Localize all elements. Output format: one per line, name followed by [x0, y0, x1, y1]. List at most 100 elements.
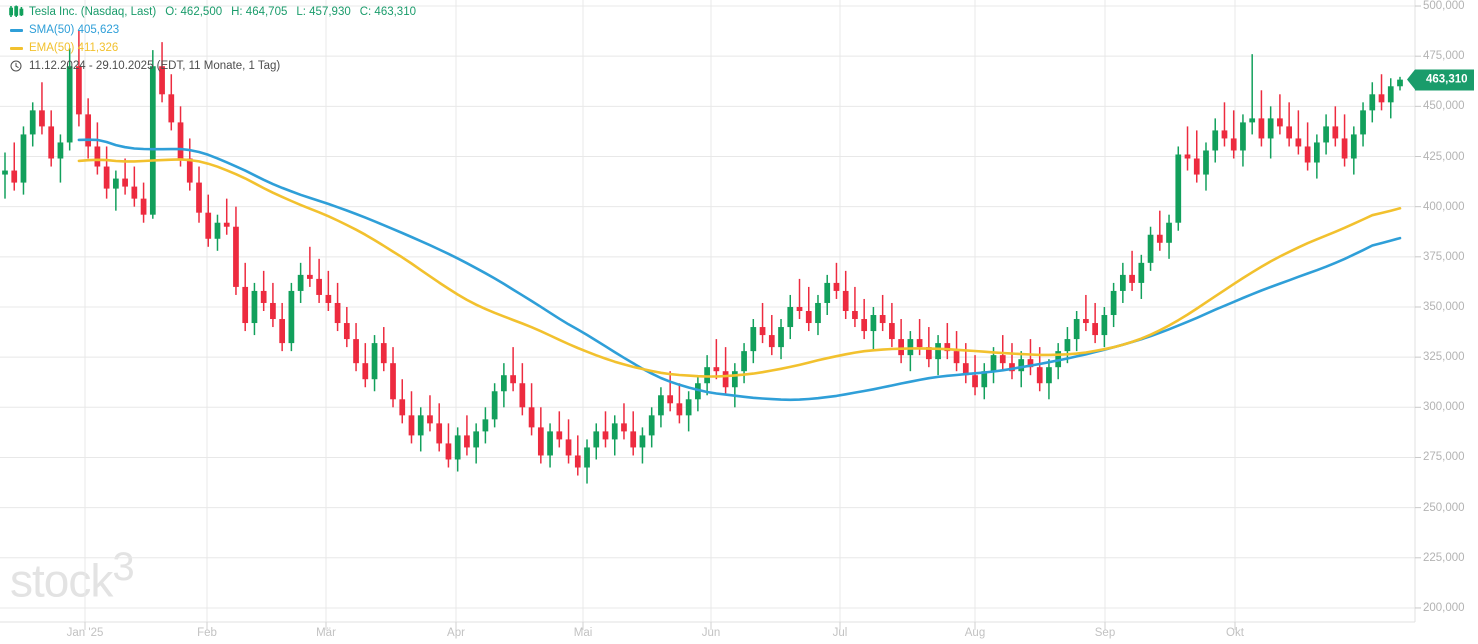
candle-body	[149, 66, 156, 215]
low-value: L: 457,930	[296, 5, 351, 18]
candle-body	[131, 186, 138, 199]
candle-body	[861, 319, 868, 332]
candle-body	[380, 343, 387, 364]
time-axis-tick-label: Apr	[447, 627, 465, 639]
candle-body	[436, 423, 443, 444]
candle-body	[574, 455, 581, 468]
clock-icon	[8, 59, 24, 73]
candle-body	[297, 274, 304, 291]
candle-body	[270, 302, 276, 320]
candle-body	[648, 415, 655, 436]
candle-body	[1166, 222, 1172, 243]
candle-body	[731, 371, 738, 388]
candlestick-icon	[8, 5, 24, 19]
candle-body	[889, 323, 895, 340]
candle-body	[94, 146, 101, 167]
price-axis-tick-label: 400,000	[1423, 200, 1465, 213]
candle-body	[1184, 154, 1191, 159]
candle-body	[593, 431, 600, 448]
close-value: C: 463,310	[359, 5, 416, 18]
date-range-label: 11.12.2024 - 29.10.2025 (EDT, 11 Monate,…	[29, 60, 281, 72]
watermark-superscript: 3	[112, 545, 134, 589]
vertical-gridlines	[84, 0, 1236, 622]
candle-body	[1046, 367, 1052, 384]
candle-body	[658, 395, 664, 416]
current-price-badge[interactable]: 463,310	[1407, 69, 1474, 91]
candle-body	[935, 343, 941, 360]
candle-body	[852, 311, 858, 320]
candle-body	[833, 282, 840, 291]
candle-body	[1387, 86, 1394, 103]
candle-body	[1221, 130, 1228, 139]
legend-instrument-row[interactable]: Tesla Inc. (Nasdaq, Last) O: 462,500 H: 4…	[8, 3, 425, 20]
candle-body	[1175, 154, 1182, 223]
candle-body	[898, 339, 904, 356]
candle-body	[233, 226, 239, 287]
high-value: H: 464,705	[231, 5, 288, 18]
candle-body	[962, 363, 969, 376]
price-axis-tick-label: 425,000	[1423, 150, 1465, 163]
candle-body	[223, 222, 230, 227]
candle-body	[695, 383, 701, 400]
candle-body	[1083, 319, 1089, 324]
candle-body	[122, 178, 128, 187]
candle-body	[417, 415, 424, 436]
candle-body	[519, 383, 526, 408]
candle-body	[1295, 138, 1302, 147]
candle-body	[205, 212, 212, 239]
candle-body	[1138, 262, 1145, 283]
candle-body	[556, 431, 563, 440]
candle-body	[925, 347, 932, 360]
candle-body	[879, 315, 886, 324]
candle-body	[279, 319, 286, 344]
price-axis[interactable]: 500,000 475,000 450,000 425,000 400,000 375,0…	[1407, 0, 1478, 644]
price-axis-tick-marks	[1415, 5, 1421, 609]
time-axis-tick-label: Sep	[1094, 627, 1116, 639]
candle-body	[1156, 234, 1163, 243]
candle-body	[20, 134, 27, 183]
ohlc-readout: O: 462,500 H: 464,705 L: 457,930 C: 463,310	[165, 6, 425, 18]
sma-label: SMA(50) 405,623	[29, 24, 120, 36]
candle-body	[528, 407, 535, 428]
candle-body	[1249, 118, 1256, 123]
candle-body	[667, 395, 674, 404]
legend-range-row[interactable]: 11.12.2024 - 29.10.2025 (EDT, 11 Monate,…	[8, 58, 425, 74]
candle-body	[750, 327, 757, 352]
candle-body	[972, 375, 978, 388]
price-axis-tick-label: 350,000	[1423, 300, 1465, 313]
candle-body	[611, 423, 618, 440]
candle-body	[29, 110, 36, 135]
candle-body	[1009, 363, 1015, 372]
candle-body	[362, 363, 369, 380]
candle-body	[454, 435, 461, 460]
time-axis-tick-label: Jun	[701, 627, 721, 639]
candle-body	[76, 66, 82, 115]
candle-body	[1119, 274, 1126, 291]
candle-body	[1277, 118, 1283, 127]
candle-body	[214, 222, 221, 239]
candle-body	[584, 447, 590, 468]
candle-body	[1230, 138, 1237, 151]
candle-body	[473, 431, 480, 448]
candle-body	[371, 343, 378, 380]
candle-body	[177, 122, 184, 159]
candle-body	[1341, 138, 1348, 159]
candle-body	[796, 306, 803, 311]
candle-body	[676, 403, 683, 416]
legend-ema-row[interactable]: EMA(50) 411,326	[8, 40, 425, 56]
candle-body	[1018, 359, 1025, 372]
candle-body	[1203, 150, 1209, 175]
instrument-name: Tesla Inc. (Nasdaq, Last)	[29, 5, 157, 18]
candle-body	[242, 286, 249, 324]
candle-body	[1147, 234, 1154, 263]
time-axis-tick-label: Jul	[832, 627, 848, 639]
line-swatch-blue-icon	[8, 23, 24, 37]
candle-body	[316, 278, 322, 295]
candle-body	[196, 182, 202, 213]
candle-body	[1064, 339, 1071, 352]
candle-body	[66, 66, 73, 143]
candle-body	[1323, 126, 1329, 143]
legend-sma-row[interactable]: SMA(50) 405,623	[8, 22, 425, 38]
